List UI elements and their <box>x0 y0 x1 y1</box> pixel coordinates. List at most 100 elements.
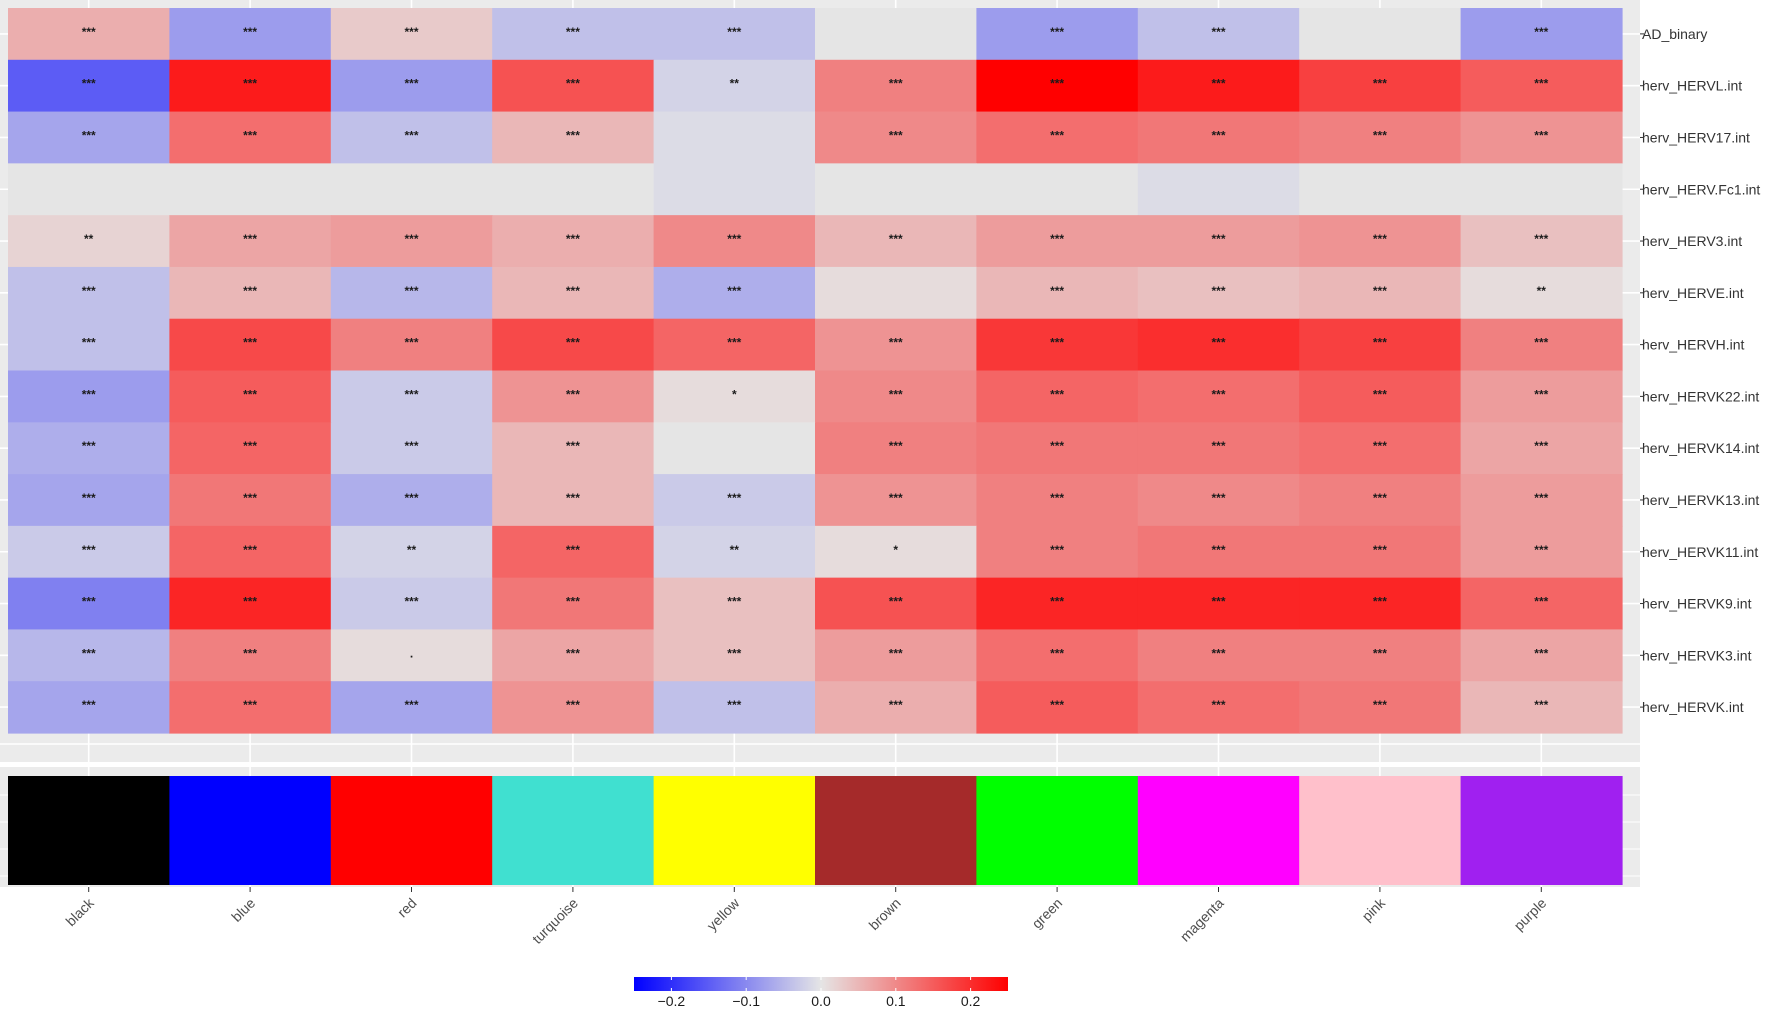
significance-labels: *** *** *** *** *** *** *** ****** *** *** *** ** **… <box>82 25 1549 712</box>
significance-label: *** <box>1211 232 1225 246</box>
significance-label: *** <box>1050 284 1064 298</box>
significance-label: *** <box>1373 232 1387 246</box>
significance-label: ** <box>84 232 94 246</box>
significance-label: *** <box>404 25 418 39</box>
column-label: purple <box>1511 895 1550 934</box>
heatmap-cell <box>976 8 1139 61</box>
significance-label: *** <box>404 284 418 298</box>
row-label: herv_HERVL.int <box>1642 78 1742 94</box>
heatmap-cell <box>169 422 332 475</box>
heatmap-cell <box>169 8 332 61</box>
significance-label: *** <box>1211 595 1225 609</box>
row-label: herv_HERV3.int <box>1642 233 1742 249</box>
significance-label: *** <box>727 646 741 660</box>
heatmap-cell <box>976 163 1139 216</box>
column-label: turquoise <box>529 895 581 947</box>
heatmap-cell <box>1137 266 1300 320</box>
heatmap-cell <box>8 681 170 734</box>
significance-label: *** <box>566 698 580 712</box>
legend-tick-label: −0.2 <box>658 993 686 1006</box>
heatmap-cell <box>169 474 332 527</box>
module-color-swatch <box>492 776 655 885</box>
heatmap-cell <box>8 318 170 372</box>
heatmap-cell <box>815 370 977 423</box>
heatmap-cell <box>653 59 816 113</box>
heatmap-cell <box>1137 8 1300 61</box>
heatmap-cell <box>815 266 977 320</box>
significance-label: *** <box>1050 543 1064 557</box>
significance-label: *** <box>404 77 418 91</box>
significance-label: *** <box>1373 595 1387 609</box>
significance-label: *** <box>243 25 257 39</box>
significance-label: *** <box>727 595 741 609</box>
heatmap-cell <box>330 681 493 734</box>
significance-label: *** <box>1373 491 1387 505</box>
heatmap-cell <box>653 215 816 268</box>
significance-label: *** <box>243 387 257 401</box>
heatmap-cell <box>1460 525 1623 579</box>
module-color-swatch <box>8 776 170 885</box>
significance-label: *** <box>889 595 903 609</box>
significance-label: *** <box>243 595 257 609</box>
row-label: herv_HERVK11.int <box>1642 544 1758 560</box>
heatmap-cell <box>1460 577 1623 631</box>
significance-label: *** <box>404 491 418 505</box>
significance-label: *** <box>1534 543 1548 557</box>
significance-label: *** <box>1534 491 1548 505</box>
heatmap-cell <box>492 681 655 734</box>
significance-label: *** <box>727 284 741 298</box>
heatmap-cell <box>1299 525 1462 579</box>
significance-label: *** <box>1534 646 1548 660</box>
significance-label: *** <box>566 646 580 660</box>
row-labels: AD_binary herv_HERVL.int herv_HERV17.inthe… <box>1640 26 1760 715</box>
heatmap-cell <box>1137 681 1300 734</box>
row-label: herv_HERVK3.int <box>1642 647 1752 663</box>
heatmap-cell <box>8 629 170 682</box>
heatmap-cell <box>815 681 977 734</box>
column-label: blue <box>228 895 258 925</box>
significance-label: *** <box>1534 387 1548 401</box>
heatmap-cell <box>492 266 655 320</box>
significance-label: *** <box>566 439 580 453</box>
significance-label: *** <box>1534 698 1548 712</box>
heatmap-cell <box>169 59 332 113</box>
heatmap-cell <box>815 525 977 579</box>
heatmap-cell <box>8 525 170 579</box>
heatmap-cell <box>1299 8 1462 61</box>
heatmap-cell <box>8 215 170 268</box>
significance-label: *** <box>566 232 580 246</box>
heatmap-cell <box>330 318 493 372</box>
heatmap-cells <box>8 8 1623 734</box>
heatmap-cell <box>492 474 655 527</box>
heatmap-cell <box>169 163 332 216</box>
heatmap-cell <box>976 215 1139 268</box>
heatmap-cell <box>330 422 493 475</box>
row-label: herv_HERVK9.int <box>1642 596 1752 612</box>
significance-label: *** <box>566 595 580 609</box>
heatmap-cell <box>653 577 816 631</box>
heatmap-cell <box>1460 8 1623 61</box>
heatmap-cell <box>1460 318 1623 372</box>
heatmap-cell <box>169 111 332 164</box>
row-label: AD_binary <box>1642 26 1707 42</box>
column-label: yellow <box>704 894 743 933</box>
significance-label: *** <box>1373 646 1387 660</box>
heatmap-cell <box>1137 577 1300 631</box>
heatmap-cell <box>169 629 332 682</box>
significance-label: *** <box>1211 336 1225 350</box>
significance-label: *** <box>1534 439 1548 453</box>
significance-label: *** <box>1534 336 1548 350</box>
significance-label: *** <box>82 25 96 39</box>
significance-label: *** <box>243 336 257 350</box>
significance-label: *** <box>82 284 96 298</box>
heatmap-cell <box>815 474 977 527</box>
significance-label: *** <box>566 284 580 298</box>
significance-label: *** <box>566 491 580 505</box>
significance-label: ** <box>1537 284 1547 298</box>
heatmap-cell <box>1299 163 1462 216</box>
significance-label: *** <box>889 232 903 246</box>
significance-label: *** <box>1050 77 1064 91</box>
module-color-swatch <box>815 776 977 885</box>
significance-label: *** <box>727 698 741 712</box>
significance-label: *** <box>1534 232 1548 246</box>
